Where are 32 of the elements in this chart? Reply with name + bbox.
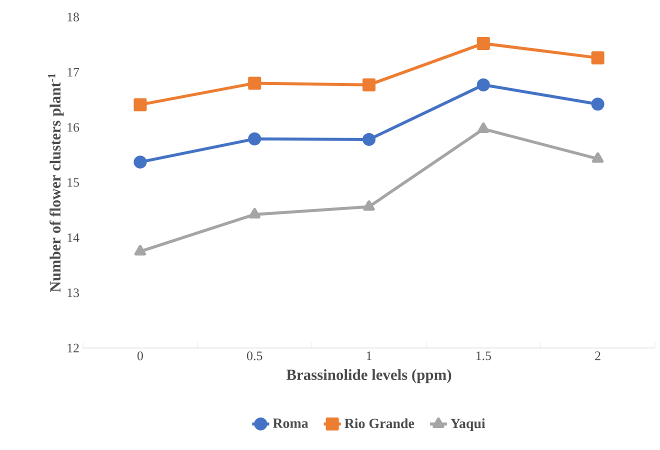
point [591, 51, 604, 64]
x-tick-label: 1.5 [476, 352, 491, 360]
point [134, 98, 147, 112]
x-tick-label: 2 [595, 352, 600, 360]
point [591, 98, 604, 111]
y-tick-label: 15 [68, 178, 79, 187]
legend-label: Rio Grande [344, 418, 414, 428]
point [248, 208, 260, 218]
x-tick-label: 0 [137, 352, 143, 360]
point [248, 76, 262, 90]
x-tick-label: 1 [366, 352, 372, 360]
point [248, 132, 262, 146]
point [478, 122, 490, 133]
point [592, 152, 604, 163]
point [134, 244, 146, 256]
point [362, 78, 376, 92]
y-tick-label: 16 [68, 122, 80, 132]
y-tick-label: 13 [68, 288, 79, 298]
legend-label: Yaqui [450, 418, 486, 432]
x-tick-label: 0.5 [247, 352, 262, 360]
x-axis-title: Brassinolide levels (ppm) [286, 369, 452, 384]
legend-label: Roma [272, 418, 308, 428]
y-axis-title: Number of flower clusters plant$^{-1}$ [48, 74, 64, 292]
y-tick-label: 17 [68, 68, 80, 76]
point [134, 156, 147, 169]
y-tick-label: 18 [68, 12, 79, 22]
point [362, 132, 376, 146]
y-tick-label: 12 [68, 344, 79, 352]
point [476, 78, 490, 92]
point [476, 36, 490, 50]
point [363, 200, 375, 211]
y-tick-label: 14 [68, 233, 80, 242]
